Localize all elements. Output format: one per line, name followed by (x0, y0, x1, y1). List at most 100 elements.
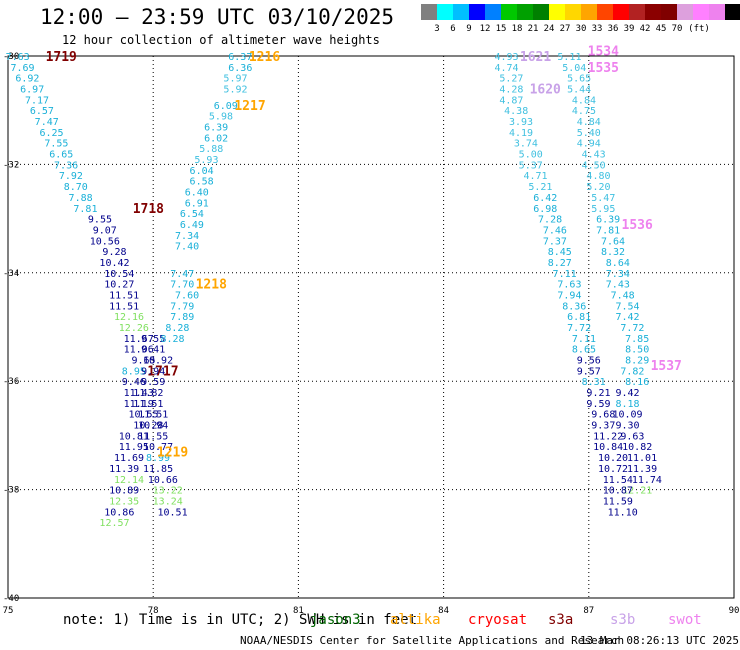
colorbar-swatch (549, 4, 565, 20)
wave-height-point: 4.93 (494, 52, 518, 63)
wave-height-point: 6.02 (204, 133, 228, 144)
page-title: 12:00 – 23:59 UTC 03/10/2025 (40, 5, 395, 29)
colorbar-swatch (613, 4, 629, 20)
wave-height-point: 8.99 (146, 453, 170, 464)
wave-height-point: 9.68 (591, 410, 615, 421)
wave-height-point: 6.40 (185, 188, 209, 199)
pass-label: 1536 (622, 218, 653, 233)
wave-height-point: 7.55 (44, 139, 68, 150)
wave-height-point: 11.67 (124, 334, 154, 345)
wave-height-point: 11.69 (114, 453, 144, 464)
wave-height-point: 7.43 (606, 280, 630, 291)
legend-swot: swot (668, 612, 702, 628)
wave-height-point: 4.94 (577, 139, 601, 150)
wave-height-point: 11.59 (603, 496, 633, 507)
wave-height-point: 7.40 (175, 242, 199, 253)
wave-height-point: 9.94 (141, 366, 165, 377)
wave-height-point: 9.46 (122, 377, 146, 388)
pass-label: 1537 (651, 359, 682, 374)
wave-height-point: 8.70 (64, 182, 88, 193)
wave-height-point: 7.64 (601, 236, 625, 247)
wave-height-point: 7.69 (10, 63, 34, 74)
wave-height-point: 9.65 (131, 356, 155, 367)
wave-height-point: 6.58 (190, 177, 214, 188)
wave-height-point: 4.75 (572, 106, 596, 117)
x-tick-label: 87 (583, 606, 594, 616)
wave-height-point: 10.09 (612, 410, 642, 421)
wave-height-point: 6.92 (15, 74, 39, 85)
wave-height-point: 4.43 (582, 150, 606, 161)
wave-height-point: 11.51 (133, 399, 163, 410)
legend-s3a: s3a (548, 612, 574, 628)
wave-height-point: 4.84 (572, 95, 596, 106)
wave-height-point: 7.48 (611, 290, 635, 301)
wave-height-point: 8.65 (572, 345, 596, 356)
wave-height-point: 7.89 (170, 312, 194, 323)
x-tick-label: 90 (729, 606, 740, 616)
wave-height-point: 11.43 (124, 388, 154, 399)
footer-credit: NOAA/NESDIS Center for Satellite Applica… (240, 634, 625, 647)
wave-height-point: 6.49 (180, 220, 204, 231)
wave-height-point: 10.56 (90, 236, 120, 247)
colorbar-label: 12 (480, 24, 491, 34)
wave-height-point: 13.24 (153, 496, 183, 507)
wave-height-point: 5.00 (519, 150, 543, 161)
wave-height-point: 4.28 (499, 85, 523, 96)
wave-height-point: 3.74 (514, 139, 538, 150)
wave-height-point: 7.34 (606, 269, 630, 280)
x-tick-label: 84 (438, 606, 449, 616)
wave-height-point: 5.95 (591, 204, 615, 215)
wave-height-point: 6.65 (49, 150, 73, 161)
wave-height-point: 6.97 (20, 85, 44, 96)
colorbar-label: 9 (466, 24, 471, 34)
wave-height-point: 10.54 (104, 269, 134, 280)
wave-height-point: 4.38 (504, 106, 528, 117)
plot-frame (7, 55, 735, 599)
wave-height-point: 10.84 (593, 442, 623, 453)
pass-label: 1620 (530, 83, 561, 98)
colorbar-label: 27 (560, 24, 571, 34)
wave-height-point: 6.91 (185, 198, 209, 209)
pass-label: 1218 (196, 278, 227, 293)
y-tick-label: -36 (3, 377, 19, 387)
colorbar-swatch (597, 4, 613, 20)
wave-height-point: 7.63 (6, 52, 30, 63)
wave-height-point: 9.59 (141, 377, 165, 388)
y-tick-label: -32 (3, 160, 19, 170)
wave-height-point: 4.50 (582, 160, 606, 171)
colorbar-label: (ft) (688, 24, 710, 34)
pass-label: 1219 (157, 446, 188, 461)
wave-height-point: 12.26 (119, 323, 149, 334)
footer-timestamp: 13 Mar 08:26:13 UTC 2025 (580, 634, 739, 647)
pass-label: 1217 (234, 99, 265, 114)
colorbar-swatch (485, 4, 501, 20)
wave-height-point: 9.59 (586, 399, 610, 410)
legend-altika: altika (390, 612, 441, 628)
pass-label: 1719 (46, 50, 77, 65)
wave-height-point: 5.27 (499, 74, 523, 85)
wave-height-point: 7.36 (54, 160, 78, 171)
wave-height-point: 6.42 (533, 193, 557, 204)
x-tick-label: 75 (3, 606, 14, 616)
wave-height-point: 7.72 (620, 323, 644, 334)
wave-height-point: 8.28 (161, 334, 185, 345)
wave-height-point: 7.34 (175, 231, 199, 242)
wave-height-point: 11.51 (138, 410, 168, 421)
colorbar-swatch (693, 4, 709, 20)
wave-height-point: 8.18 (615, 399, 639, 410)
wave-height-point: 9.42 (615, 388, 639, 399)
wave-height-point: 11.22 (593, 431, 623, 442)
pass-label: 1535 (588, 61, 619, 76)
colorbar-label: 42 (640, 24, 651, 34)
wave-height-point: 11.01 (627, 453, 657, 464)
wave-height-point: 8.16 (625, 377, 649, 388)
wave-height-point: 10.51 (158, 507, 188, 518)
wave-height-point: 12.21 (622, 486, 652, 497)
wave-height-point: 5.11 (557, 52, 581, 63)
wave-height-point: 5.65 (567, 74, 591, 85)
page-subtitle: 12 hour collection of altimeter wave hei… (62, 33, 380, 47)
wave-height-point: 4.19 (509, 128, 533, 139)
wave-height-point: 5.44 (567, 85, 591, 96)
y-tick-label: -30 (3, 52, 19, 62)
